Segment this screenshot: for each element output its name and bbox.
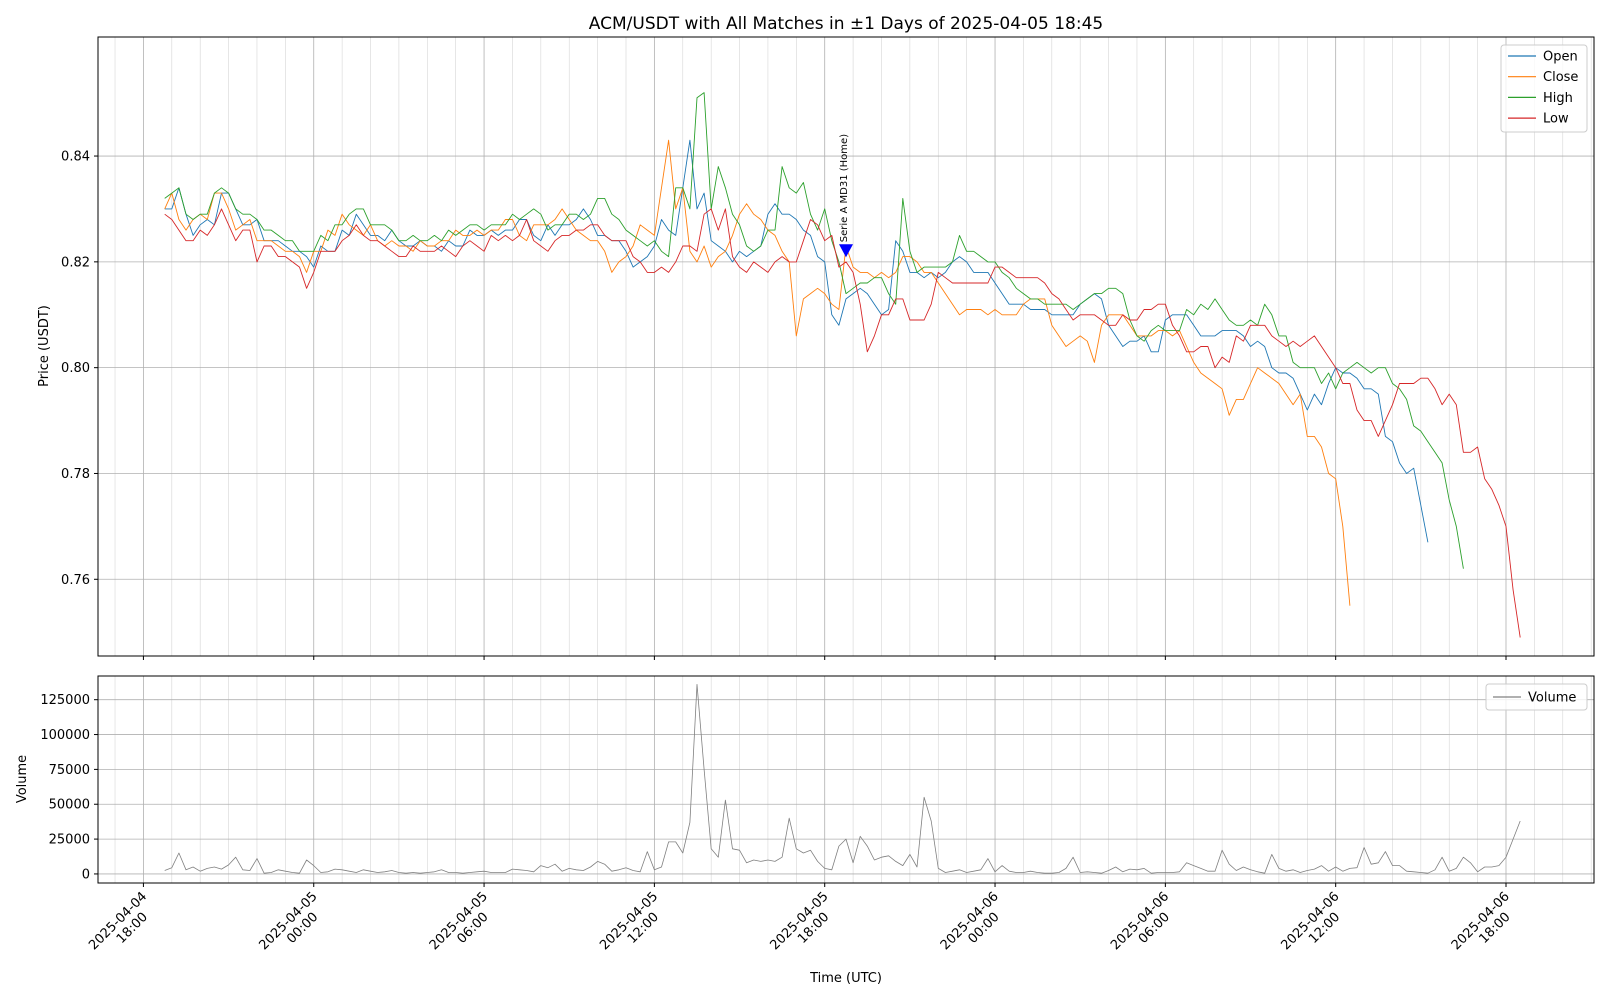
price-y-tick-label: 0.82 <box>61 255 90 270</box>
price-line-low <box>164 208 1521 638</box>
legend-label-high: High <box>1543 91 1573 106</box>
volume-y-tick-label: 25000 <box>49 833 90 848</box>
volume-series-group <box>164 684 1521 874</box>
price-series-group <box>164 92 1521 638</box>
price-y-tick-label: 0.76 <box>61 573 90 588</box>
price-grid <box>98 37 1594 656</box>
x-axis-label: Time (UTC) <box>809 971 882 986</box>
price-plot-frame <box>97 36 1595 657</box>
match-marker <box>839 244 853 258</box>
price-y-ticks: 0.76 0.78 0.80 0.82 0.84 <box>61 150 98 588</box>
volume-plot-frame <box>97 675 1595 884</box>
volume-legend: Volume <box>1485 683 1588 711</box>
volume-y-tick-label: 75000 <box>49 763 90 778</box>
volume-y-tick-label: 100000 <box>40 728 90 743</box>
legend-label-low: Low <box>1543 112 1569 127</box>
volume-y-tick-label: 125000 <box>40 693 90 708</box>
volume-legend-label: Volume <box>1528 691 1576 706</box>
volume-grid <box>98 676 1594 883</box>
price-line-close <box>164 139 1351 606</box>
volume-y-ticks: 0 25000 50000 75000 100000 125000 <box>40 693 98 882</box>
volume-y-tick-label: 0 <box>82 867 90 882</box>
price-y-axis-label: Price (USDT) <box>37 305 52 387</box>
volume-y-axis-label: Volume <box>15 755 30 803</box>
price-legend: Open Close High Low <box>1500 44 1588 133</box>
legend-label-close: Close <box>1543 70 1578 85</box>
match-annotation-group: Serie A MD31 (Home) <box>839 134 853 258</box>
chart-title: ACM/USDT with All Matches in ±1 Days of … <box>589 14 1103 34</box>
price-y-tick-label: 0.84 <box>61 150 90 165</box>
volume-line <box>164 684 1521 874</box>
price-y-tick-label: 0.78 <box>61 467 90 482</box>
volume-y-tick-label: 50000 <box>49 798 90 813</box>
match-annotation-label: Serie A MD31 (Home) <box>839 134 850 242</box>
price-y-tick-label: 0.80 <box>61 361 90 376</box>
legend-label-open: Open <box>1543 50 1578 65</box>
